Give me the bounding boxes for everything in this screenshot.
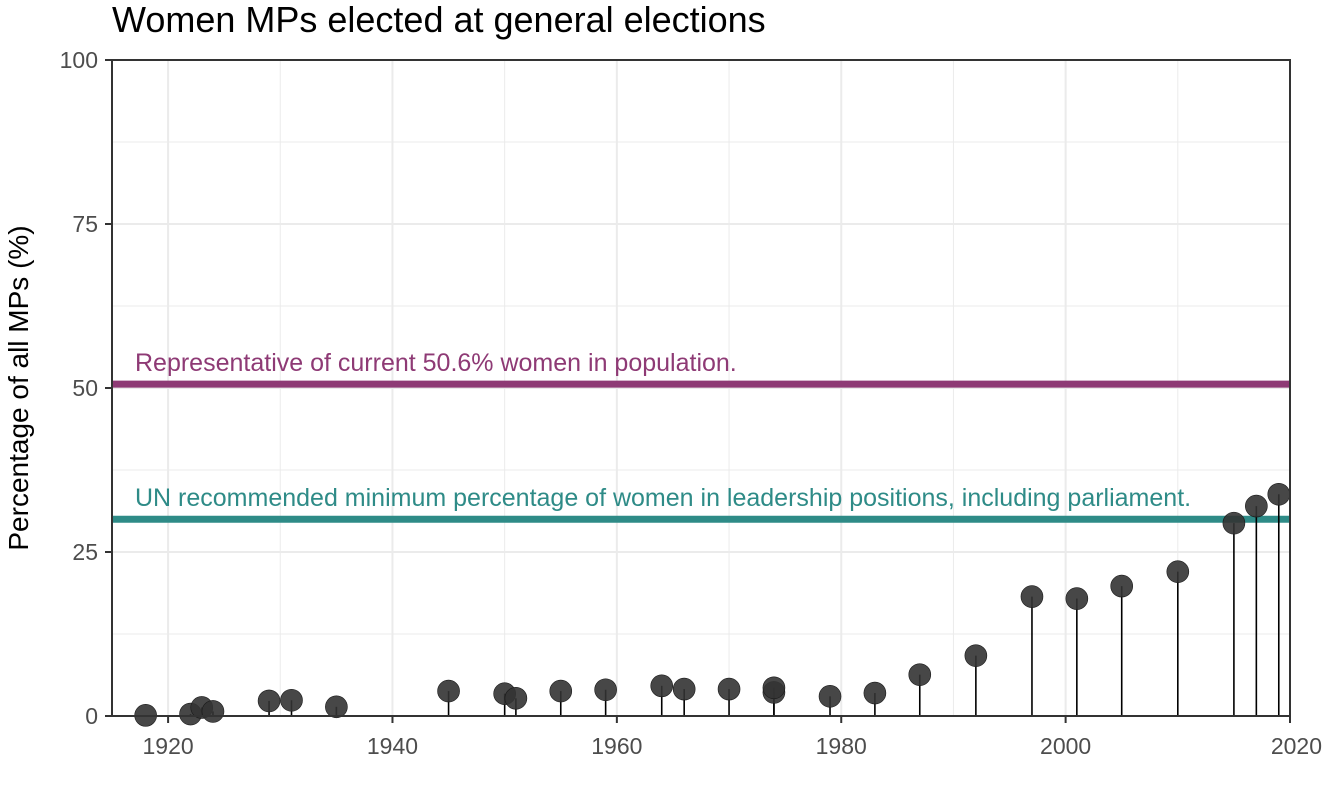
y-tick-label: 0 [85, 703, 98, 729]
data-point [964, 644, 988, 667]
y-axis: 0 25 50 75 100 [60, 47, 112, 729]
data-point [325, 695, 348, 719]
x-tick-label: 1940 [367, 733, 418, 759]
x-axis: 1920 1940 1960 1980 2000 2020 [143, 716, 1322, 759]
data-point [437, 679, 460, 703]
data-point [650, 674, 674, 698]
data-point [280, 688, 303, 712]
grid [112, 59, 1291, 717]
y-tick-label: 100 [60, 47, 98, 73]
data-point [1020, 585, 1044, 608]
x-tick-label: 1980 [816, 733, 867, 759]
chart-title: Women MPs elected at general elections [112, 0, 766, 40]
data-point [1222, 511, 1246, 535]
stems [144, 494, 1280, 716]
data-point [717, 677, 741, 701]
x-tick-label: 2020 [1271, 733, 1322, 759]
data-point [672, 677, 696, 701]
x-tick-label: 1960 [591, 733, 642, 759]
y-tick-label: 25 [72, 539, 98, 565]
y-tick-label: 75 [72, 211, 98, 237]
x-tick-label: 2000 [1040, 733, 1091, 759]
reference-line-label: Representative of current 50.6% women in… [135, 349, 737, 377]
data-point [504, 686, 528, 710]
data-point [1166, 560, 1190, 583]
data-point [201, 700, 225, 723]
data-point [1110, 574, 1134, 598]
x-tick-label: 1920 [143, 733, 194, 759]
data-point [594, 678, 617, 702]
y-axis-title: Percentage of all MPs (%) [3, 225, 34, 550]
data-point [1267, 482, 1291, 506]
reference-labels: Representative of current 50.6% women in… [135, 349, 1191, 512]
data-point [1065, 587, 1089, 610]
y-tick-label: 50 [72, 375, 98, 401]
data-point [863, 681, 887, 705]
data-point [257, 689, 281, 713]
data-point [549, 679, 573, 703]
reference-lines [112, 380, 1290, 523]
data-point [818, 685, 842, 708]
data-point [1245, 494, 1268, 518]
reference-line-label: UN recommended minimum percentage of wom… [135, 484, 1191, 512]
data-point [908, 663, 932, 686]
data-point [762, 676, 786, 700]
